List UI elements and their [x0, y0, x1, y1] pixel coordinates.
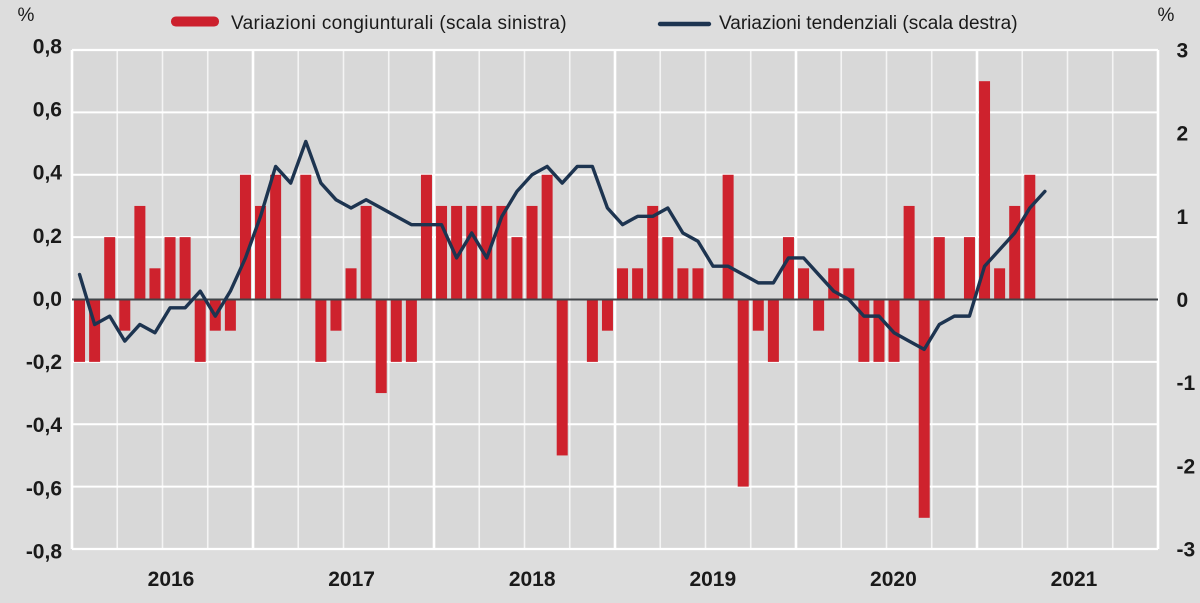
svg-text:-1: -1 [1177, 372, 1196, 395]
svg-text:Variazioni tendenziali (scala: Variazioni tendenziali (scala destra) [719, 13, 1018, 34]
svg-text:-0,4: -0,4 [26, 414, 63, 437]
svg-text:Variazioni congiunturali (scal: Variazioni congiunturali (scala sinistra… [231, 13, 567, 34]
svg-text:0,0: 0,0 [33, 288, 62, 311]
svg-text:%: % [18, 5, 35, 26]
svg-text:0: 0 [1177, 289, 1189, 312]
svg-text:3: 3 [1177, 40, 1189, 63]
svg-text:2021: 2021 [1051, 568, 1098, 591]
svg-text:-2: -2 [1177, 455, 1196, 478]
svg-text:1: 1 [1177, 206, 1189, 229]
svg-text:2017: 2017 [328, 568, 375, 591]
svg-text:2018: 2018 [509, 568, 556, 591]
svg-text:2020: 2020 [870, 568, 917, 591]
svg-text:-0,2: -0,2 [26, 351, 62, 374]
svg-text:0,8: 0,8 [33, 35, 63, 58]
svg-text:-3: -3 [1177, 539, 1196, 562]
svg-text:2016: 2016 [148, 568, 195, 591]
svg-text:-0,6: -0,6 [26, 477, 62, 500]
svg-text:0,4: 0,4 [33, 162, 63, 185]
svg-text:0,6: 0,6 [33, 99, 62, 122]
svg-text:2: 2 [1177, 123, 1189, 146]
svg-text:0,2: 0,2 [33, 225, 62, 248]
svg-text:%: % [1158, 5, 1175, 26]
svg-text:-0,8: -0,8 [26, 540, 63, 563]
svg-text:2019: 2019 [689, 568, 736, 591]
